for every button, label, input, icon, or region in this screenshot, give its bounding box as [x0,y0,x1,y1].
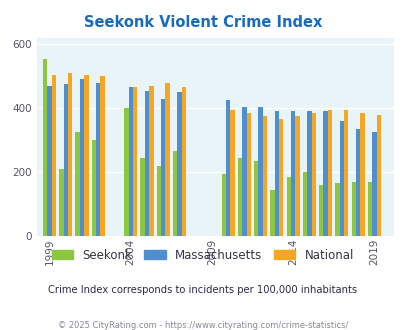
Bar [254,161,258,236]
Bar [335,183,339,236]
Bar [59,169,64,236]
Bar [242,107,246,236]
Bar [318,185,323,236]
Bar [64,84,68,236]
Bar [302,172,307,236]
Bar [140,158,145,236]
Bar [177,92,181,236]
Bar [145,91,149,236]
Bar [339,121,343,236]
Bar [258,107,262,236]
Bar [262,116,266,236]
Text: Crime Index corresponds to incidents per 100,000 inhabitants: Crime Index corresponds to incidents per… [48,285,357,295]
Bar [286,177,290,236]
Bar [132,87,137,236]
Bar [51,75,56,236]
Bar [84,75,88,236]
Bar [226,100,230,236]
Bar [246,113,250,236]
Bar [100,76,104,236]
Bar [173,151,177,236]
Bar [294,116,299,236]
Bar [128,87,132,236]
Bar [230,110,234,236]
Bar [290,112,294,236]
Bar [181,87,185,236]
Text: © 2025 CityRating.com - https://www.cityrating.com/crime-statistics/: © 2025 CityRating.com - https://www.city… [58,321,347,330]
Bar [124,108,128,236]
Bar [367,182,371,236]
Bar [165,82,169,236]
Bar [355,129,359,236]
Bar [96,82,100,236]
Bar [278,119,283,236]
Legend: Seekonk, Massachusetts, National: Seekonk, Massachusetts, National [47,244,358,266]
Bar [307,112,311,236]
Bar [80,80,84,236]
Bar [221,174,226,236]
Bar [270,190,274,236]
Bar [43,59,47,236]
Bar [161,99,165,236]
Bar [359,113,364,236]
Bar [351,182,355,236]
Bar [371,132,375,236]
Bar [237,158,242,236]
Bar [274,112,278,236]
Text: Seekonk Violent Crime Index: Seekonk Violent Crime Index [83,15,322,30]
Bar [323,112,327,236]
Bar [327,110,331,236]
Bar [156,166,161,236]
Bar [375,115,380,236]
Bar [343,110,347,236]
Bar [311,113,315,236]
Bar [47,86,51,236]
Bar [92,140,96,236]
Bar [149,86,153,236]
Bar [68,73,72,236]
Bar [75,132,80,236]
